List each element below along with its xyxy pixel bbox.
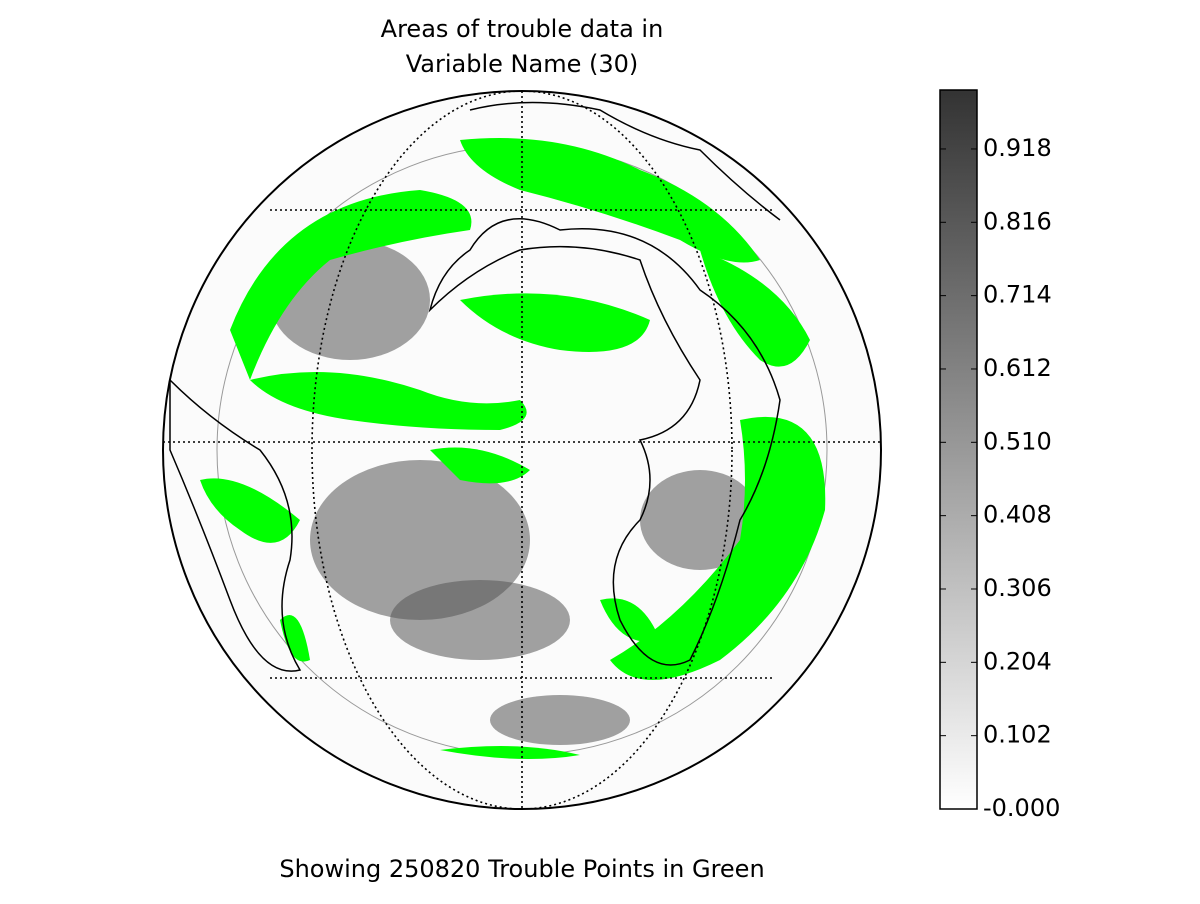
- colorbar-tick-label: 0.918: [983, 134, 1052, 162]
- title-line: Areas of trouble data in: [381, 15, 664, 43]
- colorbar-tick-label: -0.000: [983, 794, 1060, 822]
- cloud: [390, 580, 570, 660]
- gray-cloud: [270, 240, 760, 745]
- cloud: [490, 695, 630, 745]
- colorbar-tick-label: 0.714: [983, 281, 1052, 309]
- title-line: Variable Name (30): [406, 50, 639, 78]
- trouble-area: [460, 293, 650, 352]
- coastline: [469, 101, 781, 221]
- colorbar-tick-label: 0.306: [983, 574, 1052, 602]
- trouble-area: [200, 478, 300, 543]
- caption: Showing 250820 Trouble Points in Green: [279, 855, 764, 883]
- trouble-area: [600, 598, 660, 642]
- trouble-area: [430, 447, 530, 484]
- colorbar-tick-label: 0.204: [983, 647, 1052, 675]
- coastline: [169, 378, 302, 672]
- colorbar: [939, 89, 978, 810]
- colorbar-tick-label: 0.510: [983, 427, 1052, 455]
- coastlines: [169, 101, 781, 672]
- cloud: [310, 460, 530, 620]
- trouble-areas: [200, 138, 826, 759]
- graticule: [163, 91, 881, 809]
- trouble-area: [440, 746, 580, 759]
- globe: [162, 90, 882, 810]
- map-content: [163, 91, 881, 809]
- colorbar-tick-label: 0.816: [983, 207, 1052, 235]
- trouble-area: [610, 416, 826, 680]
- meridian: [311, 91, 733, 809]
- trouble-area: [460, 138, 760, 263]
- trouble-area: [700, 250, 810, 367]
- trouble-area: [230, 190, 472, 380]
- trouble-area: [280, 615, 310, 662]
- colorbar-tick-label: 0.102: [983, 721, 1052, 749]
- coastline: [428, 218, 781, 666]
- trouble-area: [250, 372, 527, 430]
- colorbar-tick-label: 0.612: [983, 354, 1052, 382]
- colorbar-tick-label: 0.408: [983, 501, 1052, 529]
